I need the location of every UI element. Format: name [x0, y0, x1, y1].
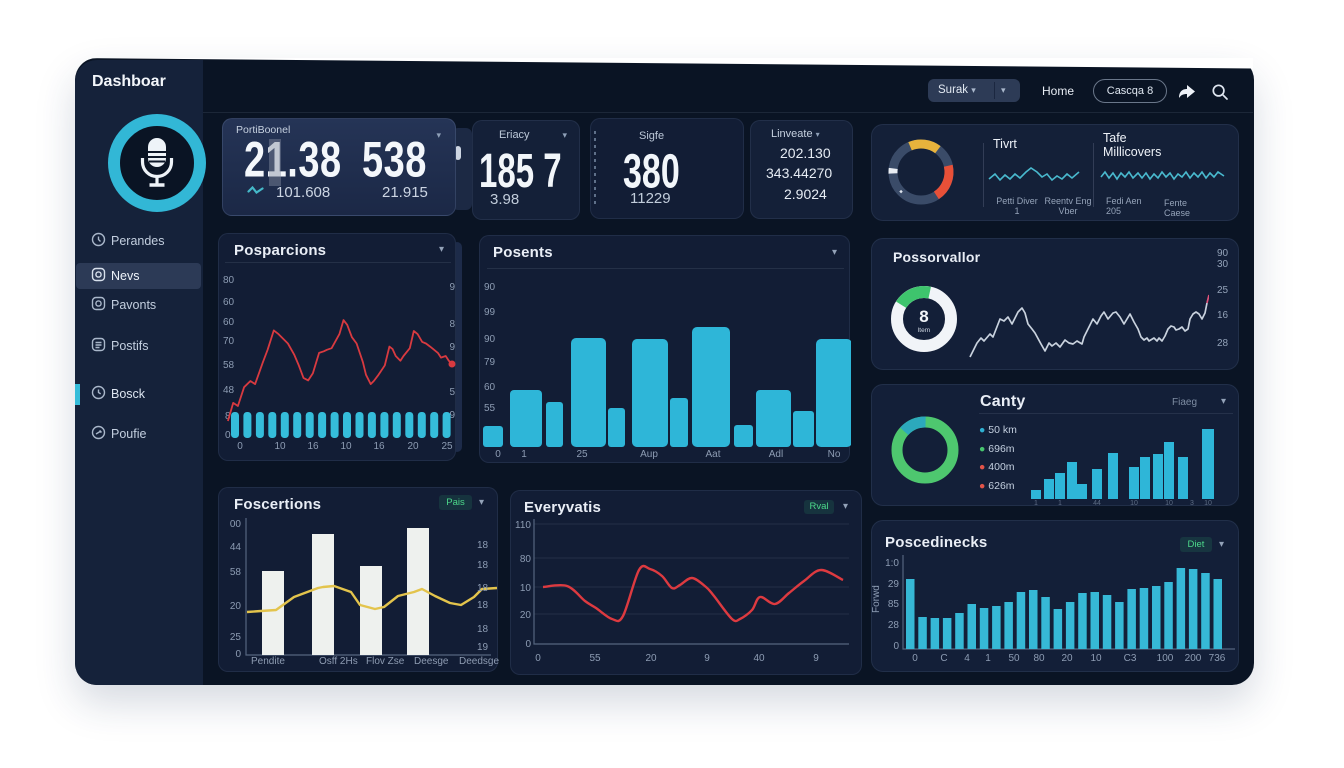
svg-text:0: 0	[912, 653, 918, 664]
svg-text:25: 25	[576, 449, 588, 460]
svg-text:9: 9	[449, 410, 455, 421]
svg-text:44: 44	[1093, 500, 1101, 505]
svg-text:10: 10	[1090, 653, 1102, 664]
svg-text:8: 8	[225, 411, 231, 422]
svg-text:20: 20	[645, 653, 657, 664]
svg-text:736: 736	[1209, 653, 1226, 664]
svg-text:19: 19	[477, 642, 489, 653]
svg-text:55: 55	[589, 653, 601, 664]
svg-text:1: 1	[1034, 500, 1038, 505]
svg-text:10: 10	[520, 583, 532, 594]
svg-text:80: 80	[1033, 653, 1045, 664]
svg-text:110: 110	[515, 520, 531, 531]
svg-text:16: 16	[373, 441, 385, 452]
svg-text:9: 9	[813, 653, 819, 664]
svg-text:60: 60	[223, 317, 235, 328]
svg-text:16: 16	[307, 441, 319, 452]
svg-text:0: 0	[535, 653, 541, 664]
svg-text:C3: C3	[1124, 653, 1137, 664]
svg-text:60: 60	[223, 297, 235, 308]
svg-text:4: 4	[964, 653, 970, 664]
svg-text:18: 18	[477, 624, 489, 635]
svg-text:55: 55	[484, 403, 496, 414]
svg-text:60: 60	[484, 382, 496, 393]
svg-text:25: 25	[441, 441, 453, 452]
svg-text:Aat: Aat	[705, 449, 720, 460]
svg-text:8: 8	[449, 319, 455, 330]
svg-text:0: 0	[237, 441, 243, 452]
svg-text:0: 0	[893, 641, 899, 652]
svg-text:No: No	[828, 449, 841, 460]
svg-text:99: 99	[484, 307, 496, 318]
svg-text:80: 80	[223, 275, 235, 286]
svg-text:25: 25	[230, 632, 242, 643]
svg-text:10: 10	[1130, 500, 1138, 505]
svg-text:28: 28	[888, 620, 900, 631]
svg-text:1:0: 1:0	[885, 558, 899, 569]
svg-text:0: 0	[235, 649, 241, 660]
svg-text:20: 20	[407, 441, 419, 452]
svg-text:1: 1	[985, 653, 991, 664]
svg-text:9: 9	[449, 342, 455, 353]
svg-text:70: 70	[223, 336, 235, 347]
svg-text:50: 50	[1008, 653, 1020, 664]
svg-text:20: 20	[520, 610, 532, 621]
svg-text:80: 80	[520, 554, 532, 565]
svg-text:29: 29	[888, 579, 900, 590]
svg-text:85: 85	[888, 599, 900, 610]
svg-text:10: 10	[340, 441, 352, 452]
svg-text:18: 18	[477, 560, 489, 571]
svg-text:ltem: ltem	[918, 327, 930, 334]
svg-text:0: 0	[525, 639, 531, 650]
svg-text:Adl: Adl	[769, 449, 783, 460]
svg-text:48: 48	[223, 385, 235, 396]
svg-text:20: 20	[1061, 653, 1073, 664]
svg-text:10: 10	[274, 441, 286, 452]
svg-text:90: 90	[484, 282, 496, 293]
svg-text:1: 1	[521, 449, 527, 460]
svg-text:00: 00	[230, 519, 242, 530]
svg-text:9: 9	[449, 282, 455, 293]
svg-text:58: 58	[230, 567, 242, 578]
svg-text:18: 18	[477, 540, 489, 551]
svg-text:5: 5	[449, 387, 455, 398]
svg-text:44: 44	[230, 542, 242, 553]
svg-text:90: 90	[484, 334, 496, 345]
svg-text:10: 10	[1165, 500, 1173, 505]
svg-text:20: 20	[230, 601, 242, 612]
svg-text:10: 10	[1204, 500, 1212, 505]
svg-text:100: 100	[1157, 653, 1174, 664]
svg-text:1: 1	[1058, 500, 1062, 505]
svg-text:Forwd: Forwd	[872, 585, 882, 613]
svg-text:58: 58	[223, 360, 235, 371]
svg-text:200: 200	[1185, 653, 1202, 664]
svg-text:9: 9	[704, 653, 710, 664]
svg-text:18: 18	[477, 600, 489, 611]
svg-text:3: 3	[1190, 500, 1194, 505]
svg-text:0: 0	[225, 430, 231, 441]
svg-text:0: 0	[495, 449, 501, 460]
svg-text:79: 79	[484, 357, 496, 368]
svg-text:18: 18	[477, 583, 489, 594]
svg-text:C: C	[940, 653, 947, 664]
svg-text:40: 40	[753, 653, 765, 664]
svg-text:Aup: Aup	[640, 449, 658, 460]
svg-text:8: 8	[919, 307, 928, 326]
